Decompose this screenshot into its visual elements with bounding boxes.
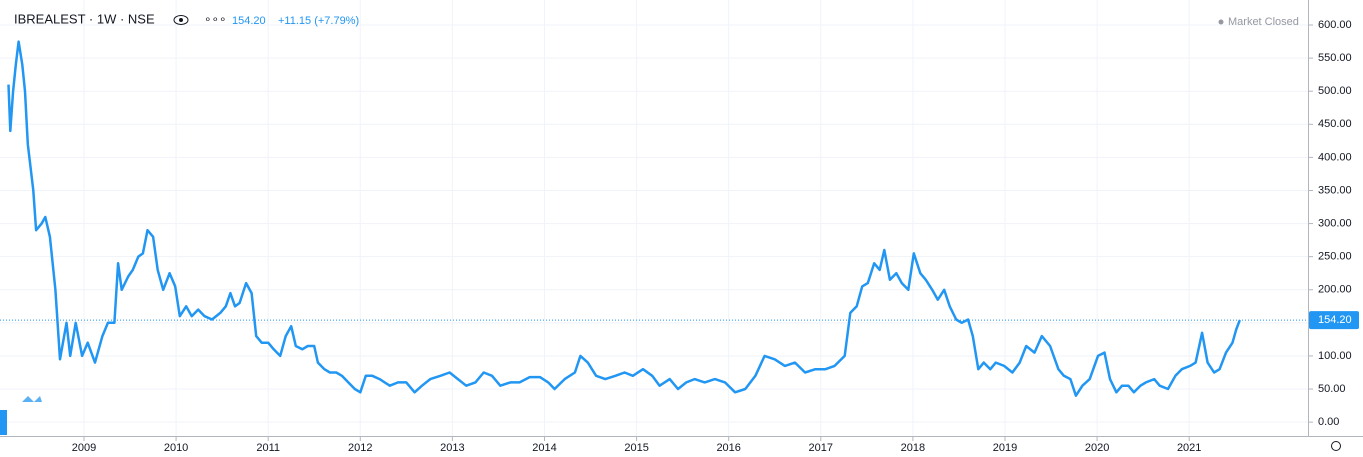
x-tick-label: 2020 [1085, 442, 1109, 454]
eye-icon[interactable] [173, 15, 189, 25]
x-tick-label: 2011 [256, 442, 280, 454]
y-tick-label: 50.00 [1318, 383, 1346, 395]
status-dot [1218, 19, 1224, 25]
x-tick-label: 2010 [164, 442, 188, 454]
y-tick-label: 400.00 [1318, 151, 1352, 163]
last-price-badge [1309, 311, 1359, 330]
x-tick-label: 2015 [624, 442, 648, 454]
last-price-label: 154.20 [1318, 314, 1352, 326]
y-tick-label: 500.00 [1318, 85, 1352, 97]
change: +11.15 (+7.79%) [278, 15, 359, 27]
y-tick-label: 350.00 [1318, 184, 1352, 196]
y-tick-label: 300.00 [1318, 217, 1352, 229]
price-line [7, 40, 1241, 397]
x-tick-label: 2018 [901, 442, 925, 454]
y-tick-label: 200.00 [1318, 284, 1352, 296]
x-tick-label: 2014 [532, 442, 556, 454]
settings-icon[interactable] [1331, 441, 1341, 451]
x-tick-label: 2021 [1177, 442, 1201, 454]
x-tick-label: 2012 [348, 442, 372, 454]
price: 154.20 [232, 15, 266, 27]
y-tick-label: 100.00 [1318, 350, 1352, 362]
x-tick-label: 2017 [809, 442, 833, 454]
x-tick-label: 2016 [716, 442, 740, 454]
side-tab[interactable] [0, 410, 7, 435]
grid [0, 0, 1308, 436]
x-tick-label: 2009 [72, 442, 96, 454]
y-tick-label: 550.00 [1318, 52, 1352, 64]
y-tick-label: 0.00 [1318, 416, 1339, 428]
x-tick-label: 2019 [993, 442, 1017, 454]
logo-icon [22, 396, 42, 402]
market-status: Market Closed [1228, 16, 1299, 28]
y-tick-label: 600.00 [1318, 19, 1352, 31]
y-tick-label: 450.00 [1318, 118, 1352, 130]
x-tick-label: 2013 [440, 442, 464, 454]
more-icon[interactable]: ∘∘∘ [204, 12, 227, 26]
y-tick-label: 250.00 [1318, 251, 1352, 263]
symbol[interactable]: IBREALEST · 1W · NSE [14, 11, 155, 26]
